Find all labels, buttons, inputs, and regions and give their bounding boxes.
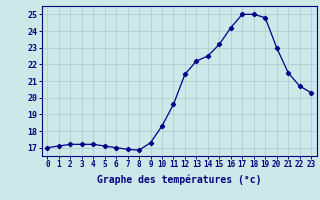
X-axis label: Graphe des températures (°c): Graphe des températures (°c) [97,175,261,185]
